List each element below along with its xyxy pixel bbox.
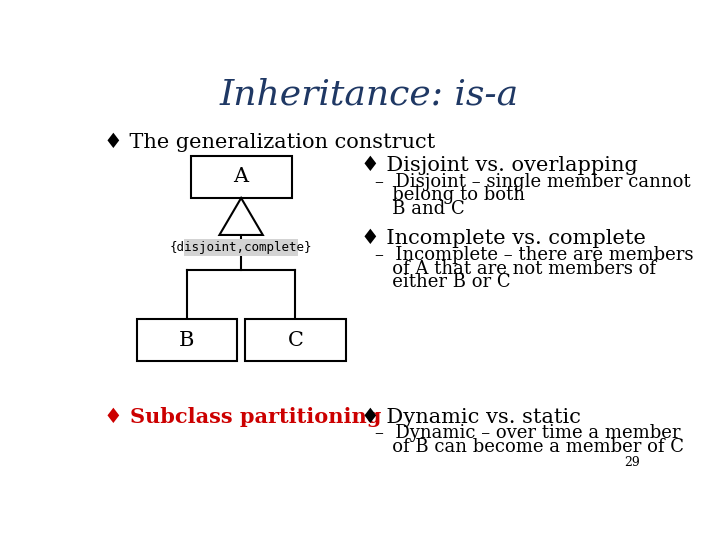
Text: B: B bbox=[179, 330, 194, 349]
Text: ♦ The generalization construct: ♦ The generalization construct bbox=[104, 132, 435, 152]
Text: ♦ Incomplete vs. complete: ♦ Incomplete vs. complete bbox=[361, 229, 646, 248]
Text: ♦ Subclass partitioning: ♦ Subclass partitioning bbox=[104, 408, 382, 428]
Text: belong to both: belong to both bbox=[375, 186, 525, 205]
Text: {disjoint,complete}: {disjoint,complete} bbox=[170, 241, 312, 254]
Polygon shape bbox=[220, 198, 263, 235]
Text: C: C bbox=[287, 330, 303, 349]
Bar bbox=[184, 239, 299, 256]
Text: –  Dynamic – over time a member: – Dynamic – over time a member bbox=[375, 424, 680, 442]
Bar bbox=[137, 319, 238, 361]
Text: either B or C: either B or C bbox=[375, 273, 510, 292]
Bar bbox=[191, 156, 292, 198]
Text: A: A bbox=[233, 167, 248, 186]
Bar bbox=[245, 319, 346, 361]
Text: 29: 29 bbox=[624, 456, 640, 469]
Text: –  Disjoint – single member cannot: – Disjoint – single member cannot bbox=[375, 173, 690, 191]
Text: B and C: B and C bbox=[375, 200, 465, 218]
Text: –  Incomplete – there are members: – Incomplete – there are members bbox=[375, 246, 693, 264]
Text: of B can become a member of C: of B can become a member of C bbox=[375, 438, 684, 456]
Text: of A that are not members of: of A that are not members of bbox=[375, 260, 656, 278]
Text: Inheritance: is-a: Inheritance: is-a bbox=[220, 77, 518, 111]
Text: ♦ Dynamic vs. static: ♦ Dynamic vs. static bbox=[361, 408, 581, 427]
Text: ♦ Disjoint vs. overlapping: ♦ Disjoint vs. overlapping bbox=[361, 156, 638, 175]
